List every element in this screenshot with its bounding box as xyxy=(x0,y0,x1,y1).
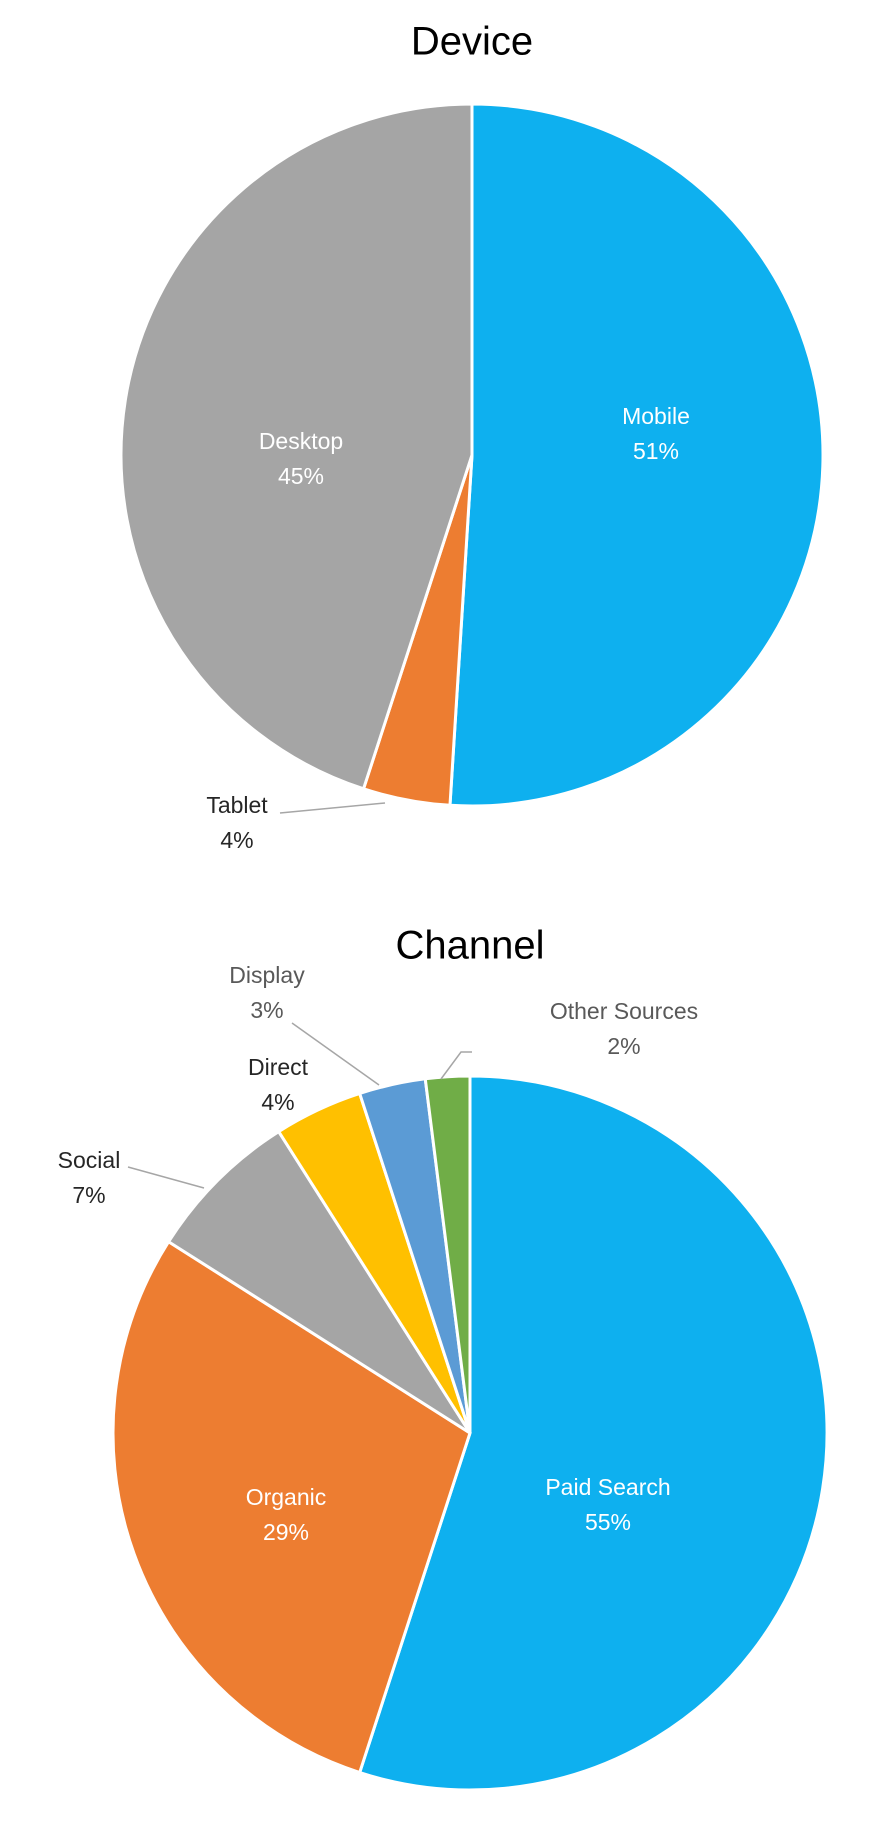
leader-line xyxy=(440,1051,472,1080)
slice-value: 7% xyxy=(72,1182,105,1208)
slice-label: Tablet xyxy=(206,792,268,818)
slice-value: 55% xyxy=(585,1509,631,1535)
slice-value: 51% xyxy=(633,438,679,464)
leader-line xyxy=(291,1022,380,1086)
pie-slice xyxy=(357,1074,829,1792)
slice-label: Social xyxy=(58,1147,121,1173)
pie-slice xyxy=(166,1129,472,1435)
slice-label: Display xyxy=(229,962,305,988)
slice-label: Organic xyxy=(246,1484,327,1510)
chart-title: Device xyxy=(411,20,533,64)
slice-label: Direct xyxy=(248,1054,309,1080)
slice-label: Desktop xyxy=(259,428,343,454)
slice-label: Paid Search xyxy=(545,1474,670,1500)
slice-label: Mobile xyxy=(622,403,690,429)
slice-value: 29% xyxy=(263,1519,309,1545)
pie-slice xyxy=(448,102,825,808)
pie-slice xyxy=(111,1239,472,1775)
slice-value: 45% xyxy=(278,463,324,489)
chart-title: Channel xyxy=(395,924,544,968)
slice-value: 2% xyxy=(607,1033,640,1059)
leader-line xyxy=(127,1166,205,1189)
slice-value: 4% xyxy=(261,1089,294,1115)
leader-line xyxy=(279,802,386,814)
slice-value: 3% xyxy=(250,997,283,1023)
slice-value: 4% xyxy=(220,827,253,853)
slice-label: Other Sources xyxy=(550,998,698,1024)
pie-slice xyxy=(423,1074,472,1434)
pie-slice xyxy=(119,102,474,791)
